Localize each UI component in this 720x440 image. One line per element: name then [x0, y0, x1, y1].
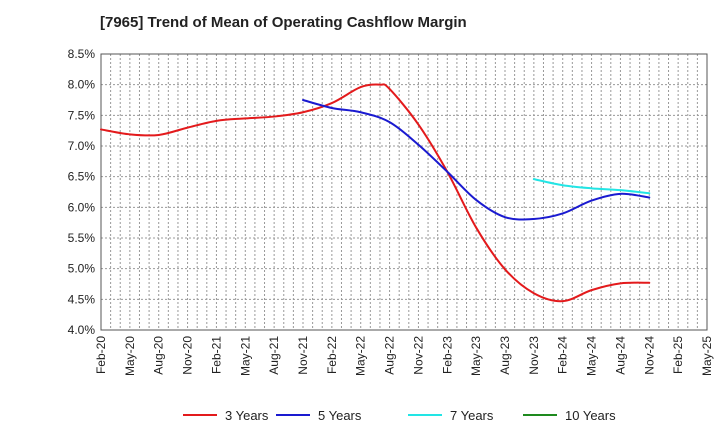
x-tick-label: Feb-25 — [671, 336, 685, 374]
x-tick-label: May-24 — [585, 336, 599, 376]
x-tick-label: Aug-22 — [383, 336, 397, 375]
legend-swatch — [523, 414, 557, 416]
chart-title: [7965] Trend of Mean of Operating Cashfl… — [100, 14, 467, 31]
plot-area-frame — [100, 53, 708, 331]
series-lines — [100, 83, 651, 303]
grid-lines — [101, 53, 707, 331]
legend-label: 10 Years — [565, 407, 616, 423]
x-tick-label: Feb-23 — [440, 336, 454, 374]
x-tick-label: Nov-20 — [181, 336, 195, 375]
legend-swatch — [276, 414, 310, 416]
x-tick-label: Feb-22 — [325, 336, 339, 374]
y-tick-label: 5.0% — [68, 262, 96, 276]
x-tick-label: Feb-20 — [94, 336, 108, 374]
x-tick-label: May-23 — [469, 336, 483, 376]
y-tick-label: 5.5% — [68, 231, 96, 245]
x-tick-label: Aug-24 — [613, 336, 627, 375]
legend-swatch — [183, 414, 217, 416]
legend-label: 3 Years — [225, 407, 269, 423]
legend-swatch — [408, 414, 442, 416]
x-tick-label: Feb-24 — [556, 336, 570, 374]
legend-label: 5 Years — [318, 407, 362, 423]
y-tick-label: 7.5% — [68, 108, 96, 122]
y-tick-label: 7.0% — [68, 139, 96, 153]
series-line-7-years — [532, 178, 651, 195]
y-tick-label: 8.5% — [68, 47, 96, 61]
x-tick-label: Aug-21 — [267, 336, 281, 375]
x-tick-label: Aug-23 — [498, 336, 512, 375]
legend-item-5-years: 5 Years — [276, 404, 361, 426]
x-tick-label: May-20 — [123, 336, 137, 376]
legend-item-10-years: 10 Years — [523, 404, 616, 426]
x-tick-label: Feb-21 — [209, 336, 223, 374]
legend: 3 Years 5 Years 7 Years 10 Years — [0, 404, 720, 428]
y-tick-label: 4.5% — [68, 292, 96, 306]
x-tick-label: Aug-20 — [152, 336, 166, 375]
legend-item-3-years: 3 Years — [183, 404, 268, 426]
x-tick-label: May-21 — [238, 336, 252, 376]
legend-label: 7 Years — [450, 407, 494, 423]
y-tick-label: 4.0% — [68, 323, 96, 337]
x-tick-label: Nov-22 — [411, 336, 425, 375]
x-tick-label: Nov-24 — [642, 336, 656, 375]
y-tick-label: 6.0% — [68, 200, 96, 214]
series-line-3-years — [100, 83, 651, 303]
y-tick-label: 8.0% — [68, 78, 96, 92]
x-tick-label: Nov-23 — [527, 336, 541, 375]
x-tick-label: May-22 — [354, 336, 368, 376]
legend-item-7-years: 7 Years — [408, 404, 493, 426]
x-axis-tick-labels: Feb-20 May-20 Aug-20 Nov-20 Feb-21 May-21 Aug-… — [94, 336, 714, 376]
y-axis-tick-labels: 8.5% 8.0% 7.5% 7.0% 6.5% 6.0% 5.5% 5.0% 4.5% 4.0% — [68, 47, 96, 337]
series-line-5-years — [302, 99, 651, 221]
x-tick-label: Nov-21 — [296, 336, 310, 375]
x-tick-label: May-25 — [700, 336, 714, 376]
y-tick-label: 6.5% — [68, 170, 96, 184]
